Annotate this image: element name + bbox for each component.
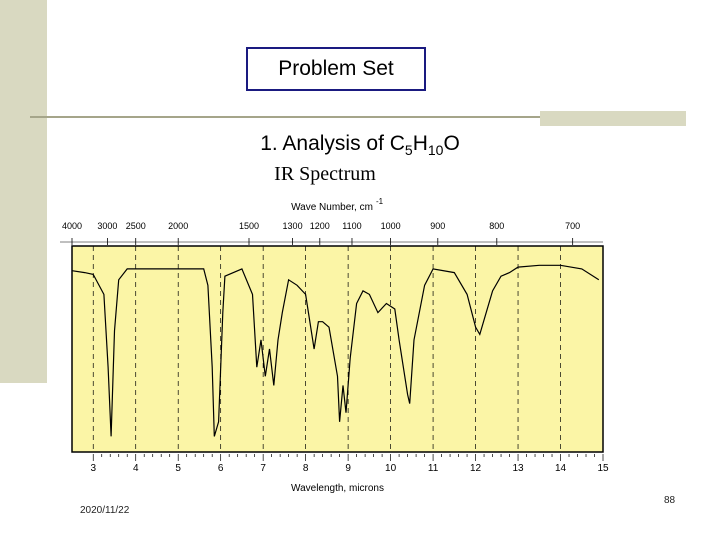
- x-tick-label: 3: [90, 463, 96, 474]
- x-tick-label: 8: [303, 463, 309, 474]
- top-tick-label: 1300: [283, 221, 303, 231]
- x-tick-label: 11: [428, 463, 439, 474]
- top-tick-label: 1100: [342, 221, 361, 231]
- spectrum-line: [71, 264, 600, 437]
- x-tick-label: 12: [470, 463, 482, 474]
- x-tick-label: 15: [597, 463, 609, 474]
- header-rule-block: [540, 111, 686, 126]
- footer-page-number: 88: [664, 495, 676, 506]
- x-tick-label: 4: [133, 463, 139, 474]
- slide-heading: 1. Analysis of C5H10O: [160, 132, 560, 158]
- side-decoration-bar: [0, 0, 47, 383]
- formula-o: O: [443, 132, 460, 155]
- footer-date: 2020/11/22: [80, 505, 130, 516]
- top-tick-label: 1500: [239, 221, 259, 231]
- top-tick-label: 800: [489, 221, 504, 231]
- header-rule: [30, 116, 540, 118]
- x-tick-label: 6: [218, 463, 224, 474]
- top-tick-label: 3000: [97, 221, 117, 231]
- x-tick-label: 9: [345, 463, 351, 474]
- x-tick-label: 14: [555, 463, 567, 474]
- x-tick-label: 10: [385, 463, 397, 474]
- top-tick-label: 4000: [62, 221, 82, 231]
- top-axis-label: Wave Number, cm: [291, 202, 373, 213]
- top-tick-label: 2000: [168, 221, 188, 231]
- formula-h: H: [412, 132, 428, 155]
- top-tick-label: 2500: [126, 221, 146, 231]
- slide-title: Problem Set: [278, 57, 394, 80]
- x-tick-label: 13: [512, 463, 524, 474]
- formula-h-subscript: 10: [427, 142, 444, 159]
- formula-c-subscript: 5: [404, 142, 413, 159]
- top-tick-label: 1000: [381, 221, 401, 231]
- x-tick-label: 5: [175, 463, 181, 474]
- top-tick-label: 700: [565, 221, 580, 231]
- top-axis-label-superscript: -1: [376, 197, 384, 206]
- x-axis-label: Wavelength, microns: [291, 483, 384, 494]
- top-tick-label: 900: [430, 221, 445, 231]
- plot-area: [71, 245, 604, 453]
- top-tick-label: 1200: [310, 221, 330, 231]
- heading-prefix: 1. Analysis of C: [260, 132, 405, 155]
- x-tick-label: 7: [260, 463, 266, 474]
- slide-title-box: Problem Set: [246, 47, 426, 91]
- spectrum-subtitle: IR Spectrum: [274, 163, 376, 185]
